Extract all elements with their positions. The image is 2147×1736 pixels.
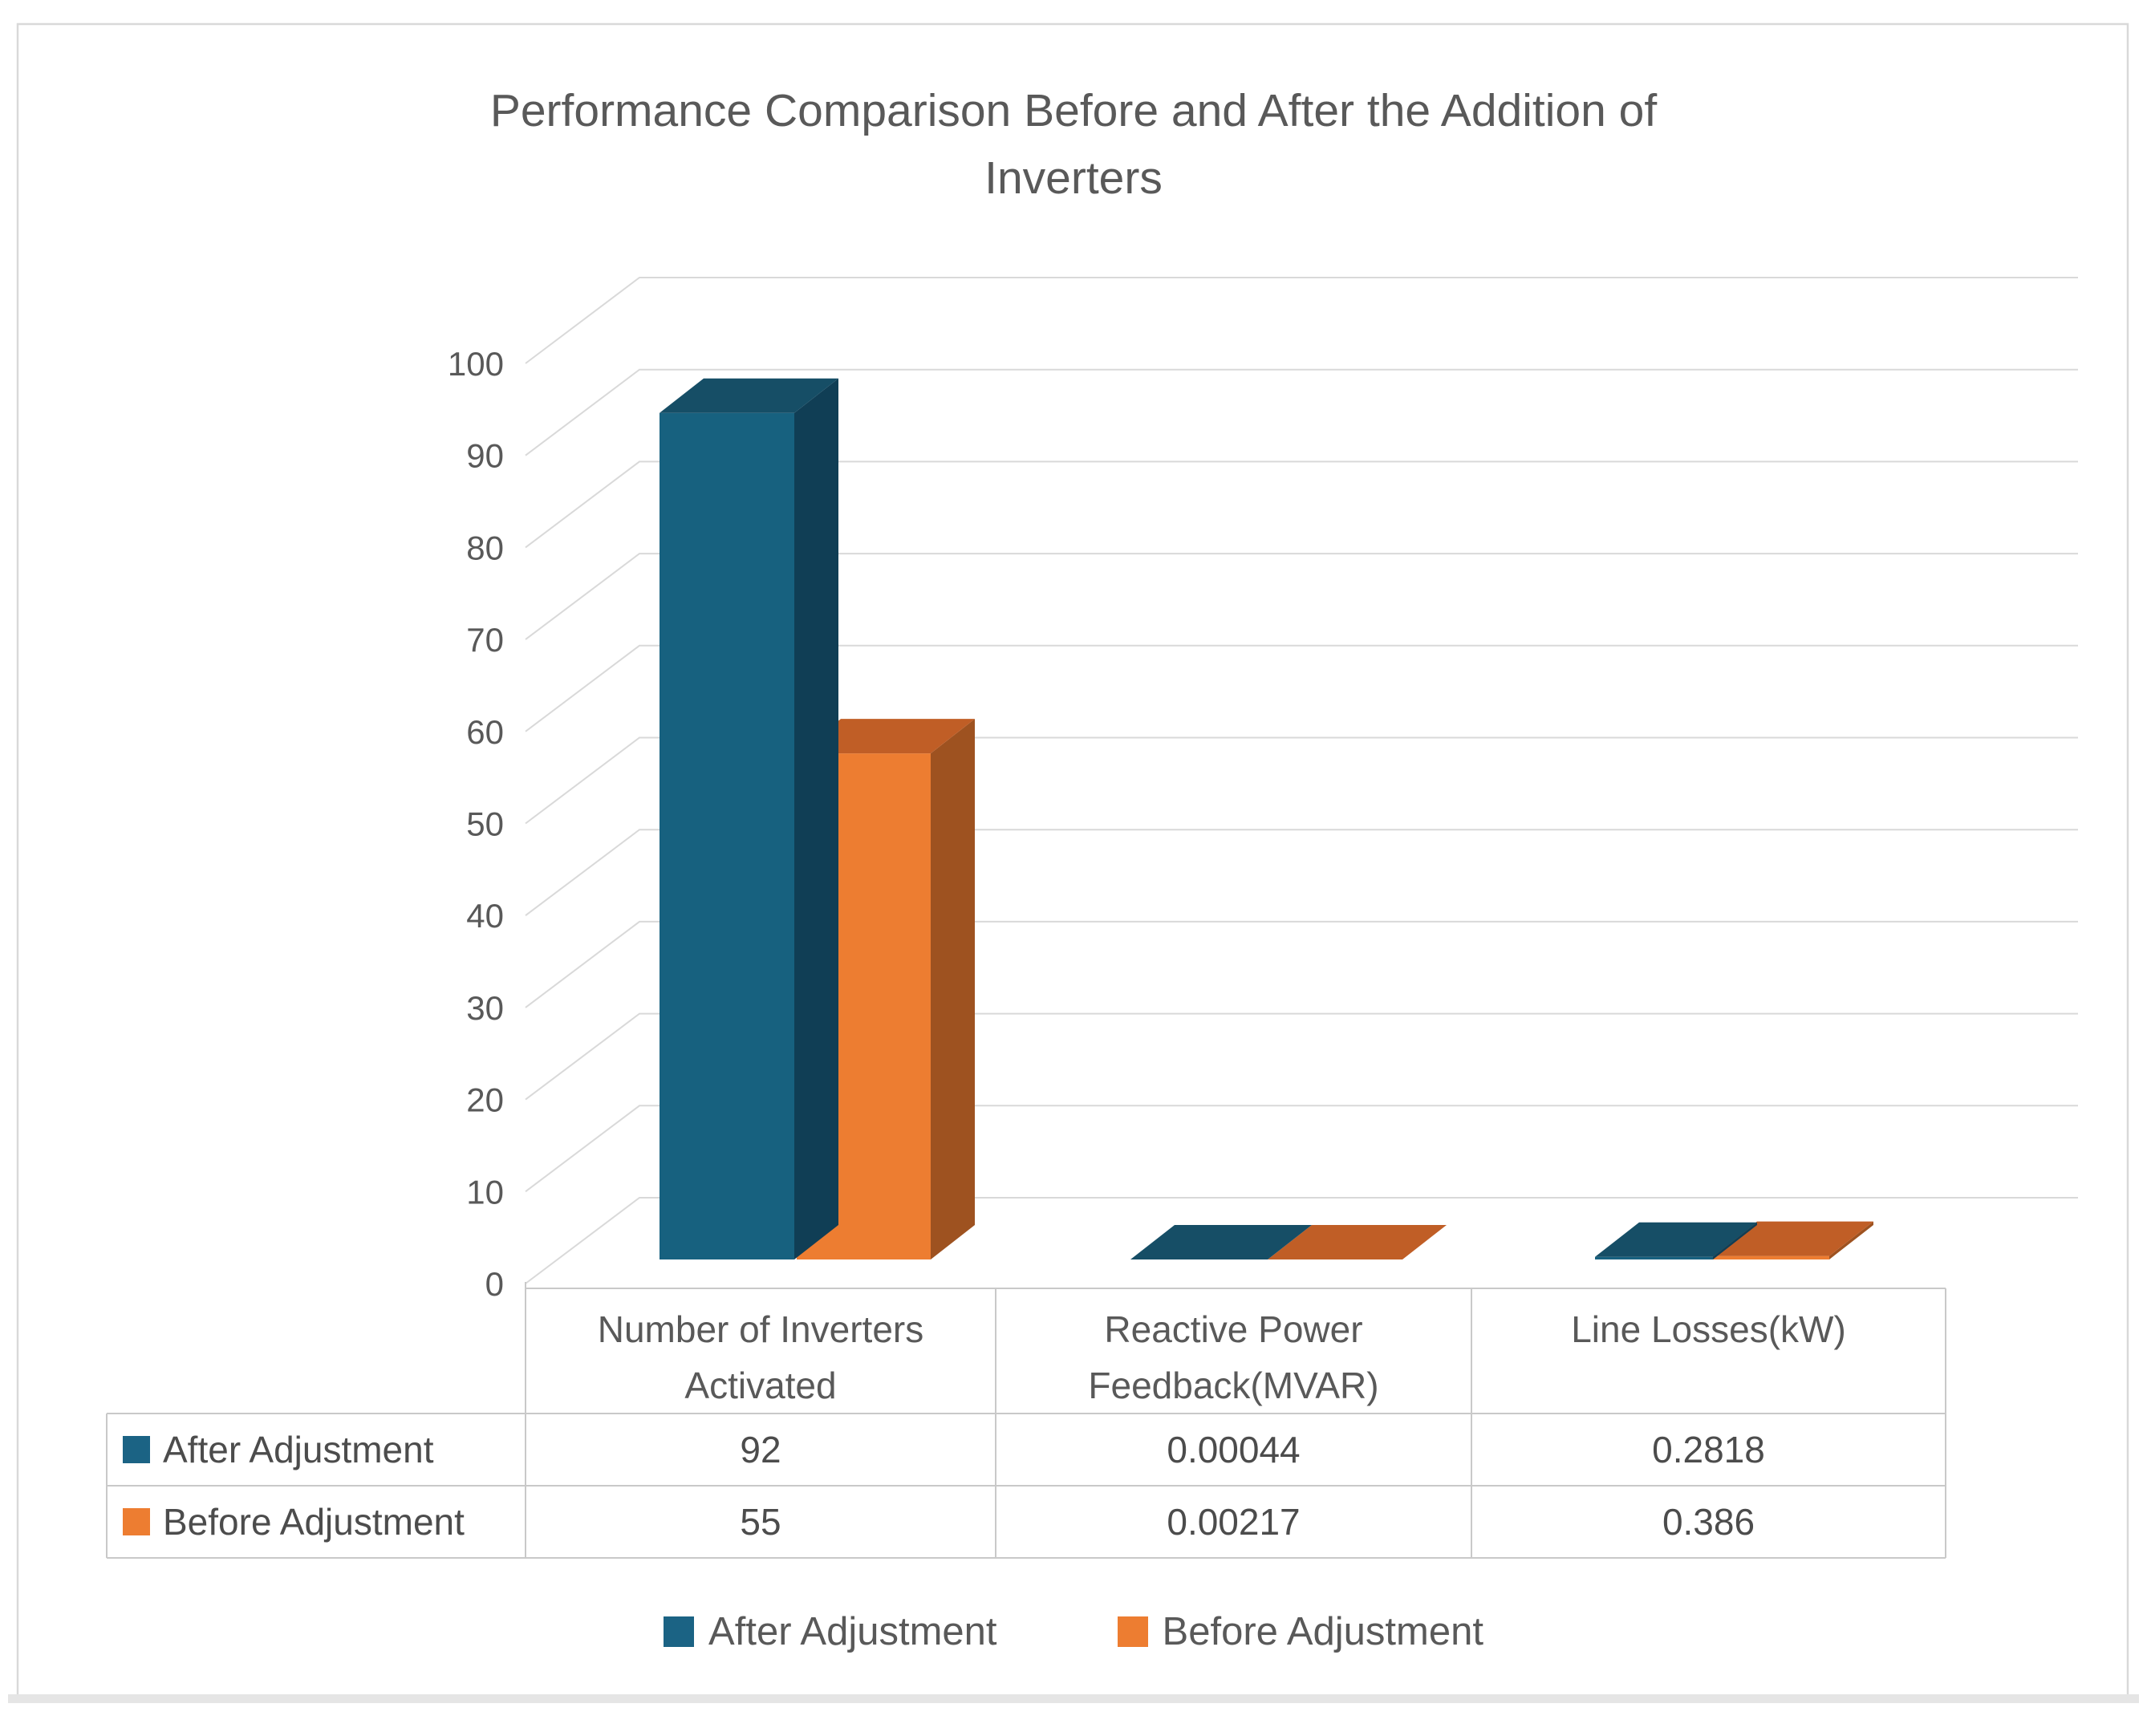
bar-after-adjustment-cat2-top-face: [1595, 1222, 1757, 1257]
plot-bars: [660, 378, 1873, 1259]
bar-after-adjustment-cat2[interactable]: [1595, 1222, 1757, 1259]
y-tick-label-80: 80: [466, 529, 504, 566]
y-tick-label-90: 90: [466, 437, 504, 475]
after-adjustment-legend-icon: [664, 1616, 695, 1647]
bar-before-adjustment-cat1[interactable]: [1268, 1224, 1447, 1259]
gridline-100: [525, 277, 2078, 364]
table-row-label-before[interactable]: Before Adjustment: [107, 1486, 526, 1558]
bar-before-adjustment-cat0-side-face: [931, 719, 975, 1259]
bar-before-adjustment-cat2-front-face: [1713, 1255, 1829, 1259]
bar-before-adjustment-cat0-top-face: [797, 719, 975, 754]
bar-after-adjustment-cat1-side-face: [1268, 1224, 1312, 1259]
chart-title-line2: Inverters: [984, 152, 1163, 204]
table-value-after-losses: 0.2818: [1652, 1429, 1765, 1470]
before-adjustment-key-icon: [123, 1508, 150, 1535]
chart-frame-bottom-strip: [8, 1694, 2139, 1703]
bar-before-adjustment-cat1-side-face: [1402, 1224, 1447, 1259]
gridline-0: [525, 1197, 2078, 1284]
table-row-label-after-text: After Adjustment: [163, 1429, 434, 1470]
y-tick-label-70: 70: [466, 621, 504, 659]
gridline-70: [525, 553, 2078, 640]
chart-title: Performance Comparison Before and After …: [231, 77, 1916, 212]
bar-after-adjustment-cat0-front-face: [660, 412, 794, 1259]
y-tick-label-10: 10: [466, 1173, 504, 1211]
table-value-after-reactive: 0.00044: [1167, 1429, 1301, 1470]
bar-before-adjustment-cat2-top-face: [1713, 1221, 1873, 1256]
gridline-20: [525, 1012, 2078, 1101]
gridline-80: [525, 460, 2078, 549]
gridline-90: [525, 368, 2078, 456]
legend-entry-before-text: Before Adjustment: [1162, 1610, 1483, 1653]
gridline-10: [525, 1105, 2078, 1193]
y-tick-label-30: 30: [466, 989, 504, 1027]
bar-after-adjustment-cat0-top-face: [660, 378, 838, 413]
bar-before-adjustment-cat1-top-face: [1268, 1224, 1447, 1259]
bar-before-adjustment-cat2[interactable]: [1713, 1221, 1873, 1259]
category-header-reactive-power: Reactive Power Feedback(MVAR): [1088, 1308, 1379, 1406]
category-header-inverters: Number of Inverters Activated: [597, 1308, 924, 1406]
y-tick-label-50: 50: [466, 805, 504, 843]
gridline-30: [525, 920, 2078, 1008]
legend-entry-after-text: After Adjustment: [708, 1610, 997, 1653]
gridlines: [525, 277, 2078, 1284]
table-value-before-inverters: 55: [740, 1501, 781, 1543]
data-table-borders: [106, 1282, 1946, 1559]
bar-after-adjustment-cat2-front-face: [1595, 1256, 1713, 1259]
gridline-50: [525, 736, 2078, 825]
chart-title-line1: Performance Comparison Before and After …: [489, 85, 1658, 136]
bar-after-adjustment-cat0-side-face: [794, 378, 838, 1259]
y-tick-label-20: 20: [466, 1081, 504, 1119]
table-row-label-after[interactable]: After Adjustment: [107, 1414, 526, 1486]
bar-after-adjustment-cat1-top-face: [1130, 1224, 1312, 1259]
table-value-before-losses: 0.386: [1662, 1501, 1755, 1543]
y-tick-label-60: 60: [466, 713, 504, 751]
before-adjustment-legend-icon: [1117, 1616, 1148, 1647]
category-header-line-losses: Line Losses(kW): [1571, 1308, 1846, 1350]
bar-after-adjustment-cat1[interactable]: [1130, 1224, 1312, 1259]
gridline-60: [525, 644, 2078, 732]
table-row-label-before-text: Before Adjustment: [163, 1501, 465, 1543]
gridline-40: [525, 829, 2078, 916]
table-value-after-inverters: 92: [740, 1429, 781, 1470]
y-axis-labels: 0 10 20 30 40 50 60 70 80 90 100: [448, 345, 504, 1303]
table-value-before-reactive: 0.00217: [1167, 1501, 1301, 1543]
legend-entry-before[interactable]: Before Adjustment: [1117, 1609, 1483, 1654]
after-adjustment-key-icon: [123, 1436, 150, 1463]
y-tick-label-0: 0: [485, 1265, 504, 1303]
y-tick-label-100: 100: [448, 345, 504, 383]
bar-after-adjustment-cat2-side-face: [1713, 1222, 1757, 1259]
bar-after-adjustment-cat0[interactable]: [660, 378, 838, 1259]
legend-entry-after[interactable]: After Adjustment: [664, 1609, 997, 1654]
bar-before-adjustment-cat2-side-face: [1829, 1221, 1873, 1259]
y-tick-label-40: 40: [466, 897, 504, 935]
legend: After Adjustment Before Adjustment: [0, 1609, 2147, 1654]
